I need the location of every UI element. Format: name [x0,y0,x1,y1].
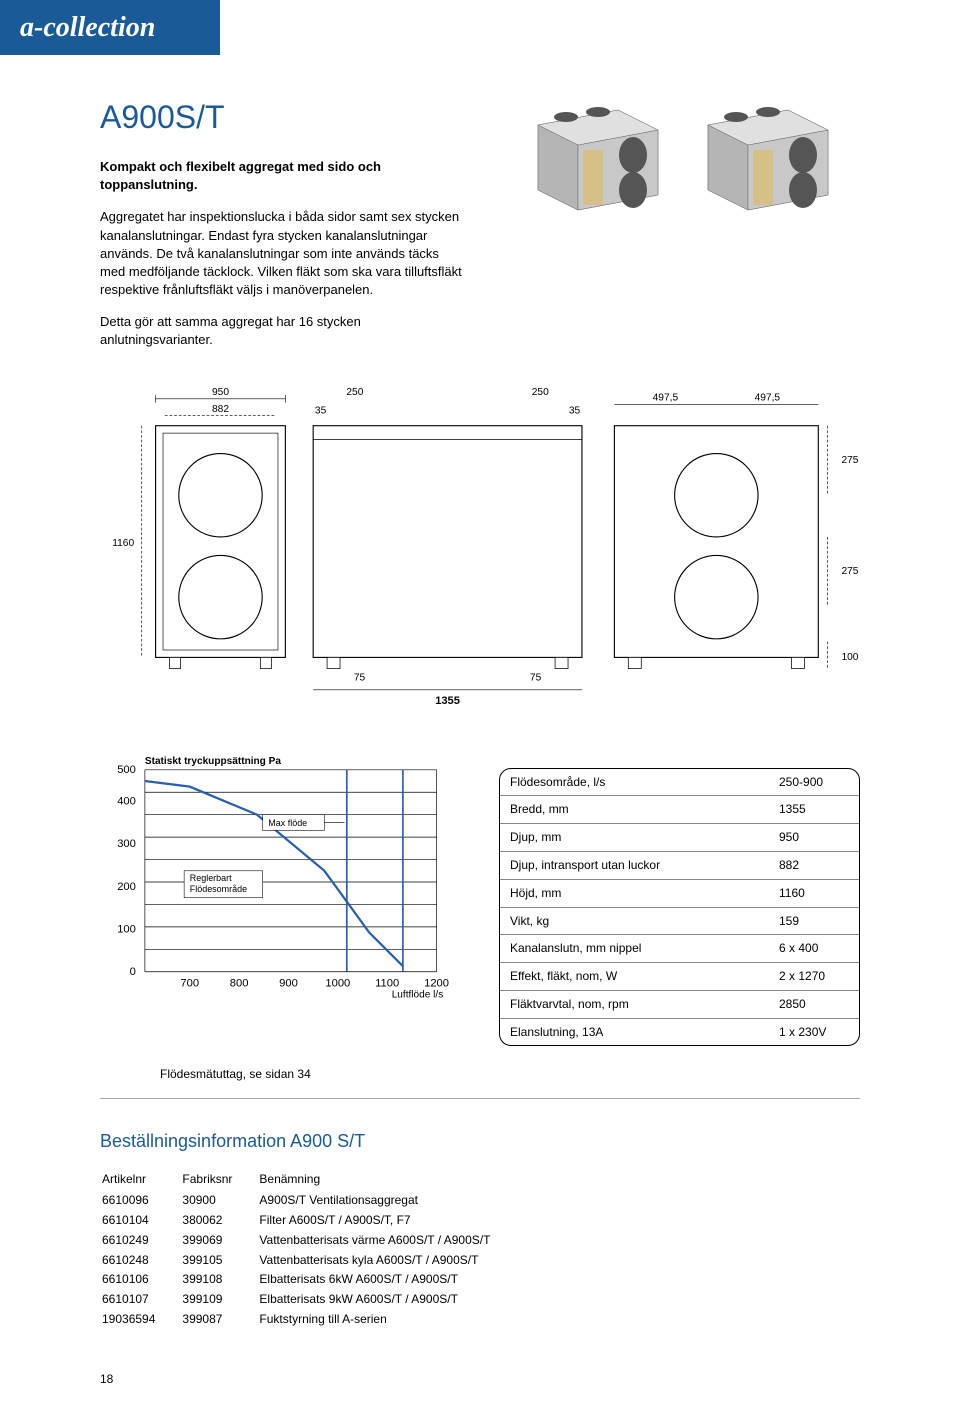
svg-text:1000: 1000 [325,977,350,989]
product-image-left [518,95,668,215]
svg-text:Flödesområde: Flödesområde [190,884,247,894]
svg-text:250: 250 [532,387,549,398]
svg-text:1160: 1160 [112,538,134,549]
order-table: ArtikelnrFabriksnrBenämning 661009630900… [100,1169,517,1330]
svg-text:275: 275 [841,454,858,465]
svg-text:35: 35 [315,405,327,416]
svg-text:100: 100 [841,652,858,663]
order-row: 6610106399108Elbatterisats 6kW A600S/T /… [102,1271,515,1289]
svg-text:275: 275 [841,566,858,577]
svg-text:1355: 1355 [435,694,460,706]
spec-row: Bredd, mm1355 [500,796,859,824]
svg-text:950: 950 [212,387,229,398]
spec-row: Djup, mm950 [500,824,859,852]
spec-row: Flödesområde, l/s250-900 [500,769,859,796]
paragraph-2: Detta gör att samma aggregat har 16 styc… [100,313,465,349]
flow-note: Flödesmätuttag, se sidan 34 [160,1066,860,1083]
spec-row: Effekt, fläkt, nom, W2 x 1270 [500,963,859,991]
svg-text:497,5: 497,5 [755,392,781,403]
svg-text:Luftflöde l/s: Luftflöde l/s [392,989,444,999]
product-title: A900S/T [100,95,465,140]
divider [100,1098,860,1099]
svg-text:0: 0 [130,966,136,978]
svg-text:300: 300 [117,838,136,850]
brand-logo: a-collection [0,0,220,55]
svg-text:800: 800 [230,977,249,989]
order-title: Beställningsinformation A900 S/T [100,1129,860,1154]
order-row: 6610249399069Vattenbatterisats värme A60… [102,1232,515,1250]
spec-row: Kanalanslutn, mm nippel6 x 400 [500,935,859,963]
order-row: 6610104380062Filter A600S/T / A900S/T, F… [102,1212,515,1230]
svg-text:700: 700 [180,977,199,989]
spec-row: Vikt, kg159 [500,907,859,935]
order-row: 6610107399109Elbatterisats 9kW A600S/T /… [102,1291,515,1309]
pressure-chart: Statiskt tryckuppsättning Pa [100,753,459,1005]
technical-diagram: 950 882 1160 250 250 35 35 [100,384,860,723]
product-image-right [688,95,838,215]
svg-text:75: 75 [354,672,366,683]
svg-text:35: 35 [569,405,581,416]
svg-text:1100: 1100 [375,977,399,989]
spec-row: Höjd, mm1160 [500,879,859,907]
svg-text:500: 500 [117,764,136,776]
svg-text:100: 100 [117,923,136,935]
svg-text:Reglerbart: Reglerbart [190,872,232,882]
spec-row: Djup, intransport utan luckor882 [500,851,859,879]
svg-text:497,5: 497,5 [653,392,679,403]
page-number: 18 [100,1371,860,1388]
svg-text:75: 75 [530,672,542,683]
order-row: 661009630900A900S/T Ventilationsaggregat [102,1192,515,1210]
spec-row: Elanslutning, 13A1 x 230V [500,1018,859,1045]
svg-text:400: 400 [117,795,136,807]
svg-text:882: 882 [212,403,229,414]
order-row: 19036594399087Fuktstyrning till A-serien [102,1311,515,1329]
svg-text:250: 250 [346,387,363,398]
paragraph-1: Aggregatet har inspektionslucka i båda s… [100,208,465,299]
order-row: 6610248399105Vattenbatterisats kyla A600… [102,1252,515,1270]
svg-text:200: 200 [117,880,136,892]
svg-text:900: 900 [279,977,298,989]
intro-text: Kompakt och flexibelt aggregat med sido … [100,158,465,194]
spec-table: Flödesområde, l/s250-900Bredd, mm1355Dju… [499,768,860,1047]
svg-text:1200: 1200 [424,977,449,989]
spec-row: Fläktvarvtal, nom, rpm2850 [500,990,859,1018]
svg-text:Max flöde: Max flöde [268,817,307,827]
page-content: A900S/T Kompakt och flexibelt aggregat m… [0,95,960,1427]
svg-text:Statiskt tryckuppsättning Pa: Statiskt tryckuppsättning Pa [145,756,281,767]
